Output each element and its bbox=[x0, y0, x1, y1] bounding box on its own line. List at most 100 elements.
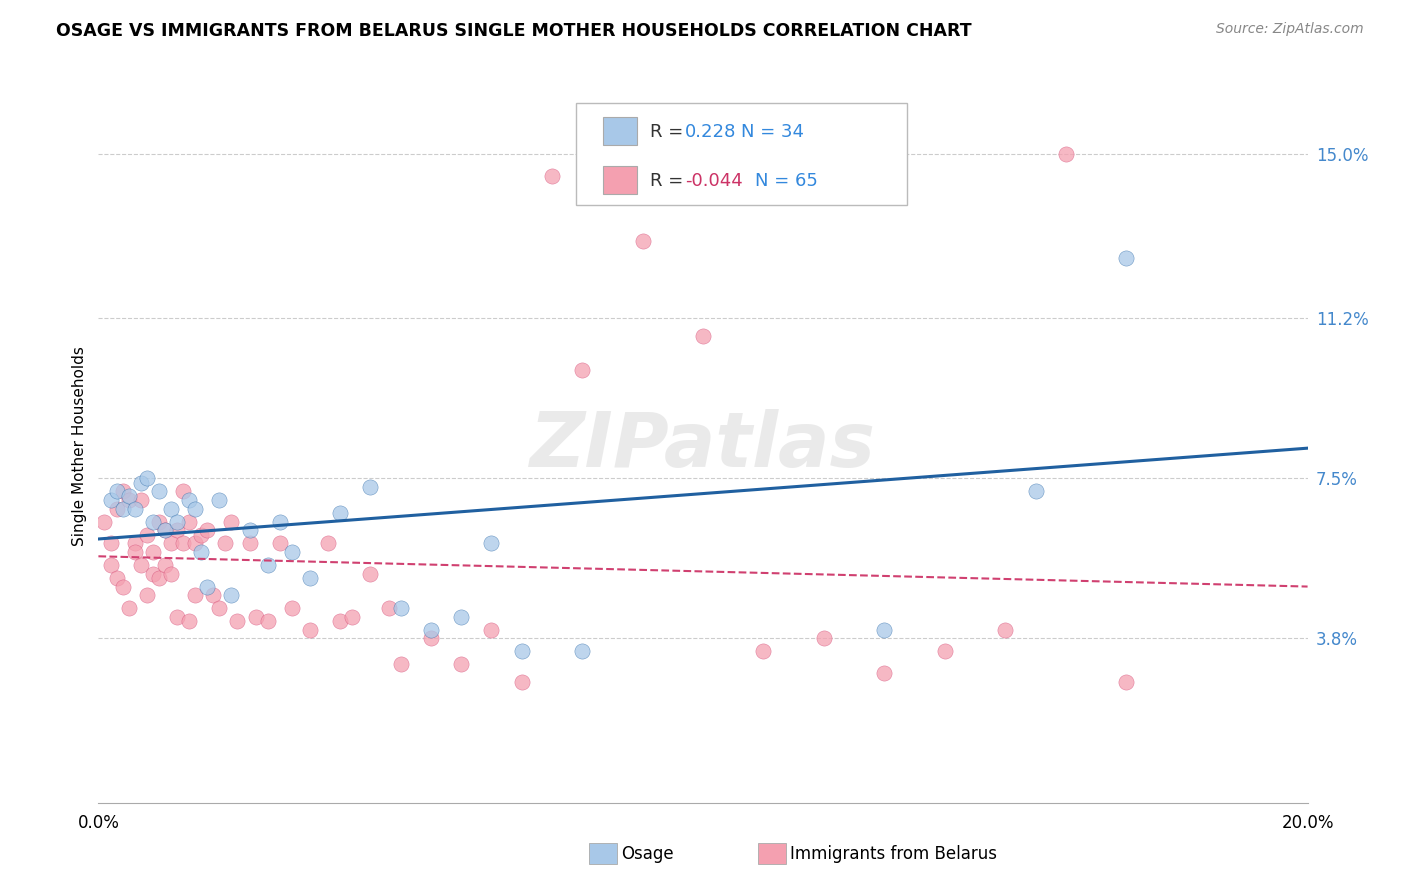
Point bbox=[179, 515, 201, 529]
Point bbox=[873, 666, 896, 681]
Text: R =: R = bbox=[650, 172, 689, 190]
Point bbox=[269, 536, 291, 550]
Point bbox=[195, 580, 218, 594]
Point bbox=[118, 489, 141, 503]
Point bbox=[129, 558, 152, 572]
Point bbox=[184, 501, 207, 516]
Point bbox=[934, 644, 956, 658]
Point bbox=[142, 545, 165, 559]
Point bbox=[510, 674, 533, 689]
Point bbox=[166, 610, 188, 624]
Point bbox=[179, 493, 201, 508]
Point bbox=[166, 524, 188, 538]
Point bbox=[100, 558, 122, 572]
Point bbox=[377, 601, 399, 615]
Text: 0.228: 0.228 bbox=[685, 123, 737, 141]
Point bbox=[190, 545, 212, 559]
Text: N = 34: N = 34 bbox=[741, 123, 804, 141]
Point bbox=[135, 471, 157, 485]
Point bbox=[124, 501, 146, 516]
Point bbox=[329, 506, 352, 520]
Text: Immigrants from Belarus: Immigrants from Belarus bbox=[790, 845, 997, 863]
Point bbox=[299, 571, 322, 585]
Point bbox=[221, 515, 243, 529]
Point bbox=[1115, 674, 1137, 689]
Point bbox=[184, 536, 207, 550]
Point bbox=[148, 515, 170, 529]
Point bbox=[111, 484, 134, 499]
Point bbox=[142, 515, 165, 529]
Point bbox=[129, 475, 152, 490]
Point bbox=[752, 644, 775, 658]
Point bbox=[118, 493, 141, 508]
Point bbox=[226, 614, 249, 628]
Point bbox=[269, 515, 291, 529]
Point bbox=[129, 493, 152, 508]
Point bbox=[172, 536, 194, 550]
Y-axis label: Single Mother Households: Single Mother Households bbox=[72, 346, 87, 546]
Point bbox=[153, 524, 176, 538]
Point bbox=[124, 536, 146, 550]
Point bbox=[208, 493, 231, 508]
Point bbox=[208, 601, 231, 615]
Point bbox=[153, 558, 176, 572]
Text: -0.044: -0.044 bbox=[685, 172, 742, 190]
Text: Source: ZipAtlas.com: Source: ZipAtlas.com bbox=[1216, 22, 1364, 37]
Point bbox=[316, 536, 339, 550]
Point bbox=[360, 566, 382, 581]
Point bbox=[692, 328, 714, 343]
Point bbox=[118, 601, 141, 615]
Point bbox=[540, 169, 562, 183]
Point bbox=[172, 484, 194, 499]
Point bbox=[510, 644, 533, 658]
Point bbox=[179, 614, 201, 628]
Point bbox=[420, 632, 443, 646]
Point bbox=[1054, 147, 1077, 161]
Point bbox=[111, 580, 134, 594]
Point bbox=[256, 558, 278, 572]
Text: Osage: Osage bbox=[621, 845, 673, 863]
Point bbox=[481, 536, 503, 550]
Point bbox=[214, 536, 236, 550]
Point bbox=[142, 566, 165, 581]
Point bbox=[389, 601, 412, 615]
Point bbox=[166, 515, 188, 529]
Point bbox=[135, 527, 157, 541]
Text: ZIPatlas: ZIPatlas bbox=[530, 409, 876, 483]
Point bbox=[93, 515, 115, 529]
Point bbox=[450, 657, 472, 672]
Point bbox=[105, 571, 128, 585]
Point bbox=[342, 610, 364, 624]
Point bbox=[1024, 484, 1046, 499]
Point bbox=[148, 571, 170, 585]
Point bbox=[124, 545, 146, 559]
Point bbox=[105, 484, 128, 499]
Point bbox=[202, 588, 225, 602]
Point bbox=[100, 493, 122, 508]
Text: OSAGE VS IMMIGRANTS FROM BELARUS SINGLE MOTHER HOUSEHOLDS CORRELATION CHART: OSAGE VS IMMIGRANTS FROM BELARUS SINGLE … bbox=[56, 22, 972, 40]
Point bbox=[994, 623, 1017, 637]
Point bbox=[873, 623, 896, 637]
Point bbox=[329, 614, 352, 628]
Text: N = 65: N = 65 bbox=[755, 172, 818, 190]
Point bbox=[239, 524, 262, 538]
Point bbox=[111, 501, 134, 516]
Point bbox=[481, 623, 503, 637]
Point bbox=[239, 536, 262, 550]
Point bbox=[160, 536, 183, 550]
Point bbox=[360, 480, 382, 494]
Point bbox=[100, 536, 122, 550]
Point bbox=[153, 524, 176, 538]
Point bbox=[135, 588, 157, 602]
Point bbox=[389, 657, 412, 672]
Point bbox=[105, 501, 128, 516]
Point bbox=[221, 588, 243, 602]
Point bbox=[571, 363, 593, 377]
Point bbox=[420, 623, 443, 637]
Point bbox=[281, 545, 304, 559]
Point bbox=[245, 610, 267, 624]
Point bbox=[813, 632, 835, 646]
Point bbox=[256, 614, 278, 628]
Point bbox=[160, 566, 183, 581]
Point bbox=[190, 527, 212, 541]
